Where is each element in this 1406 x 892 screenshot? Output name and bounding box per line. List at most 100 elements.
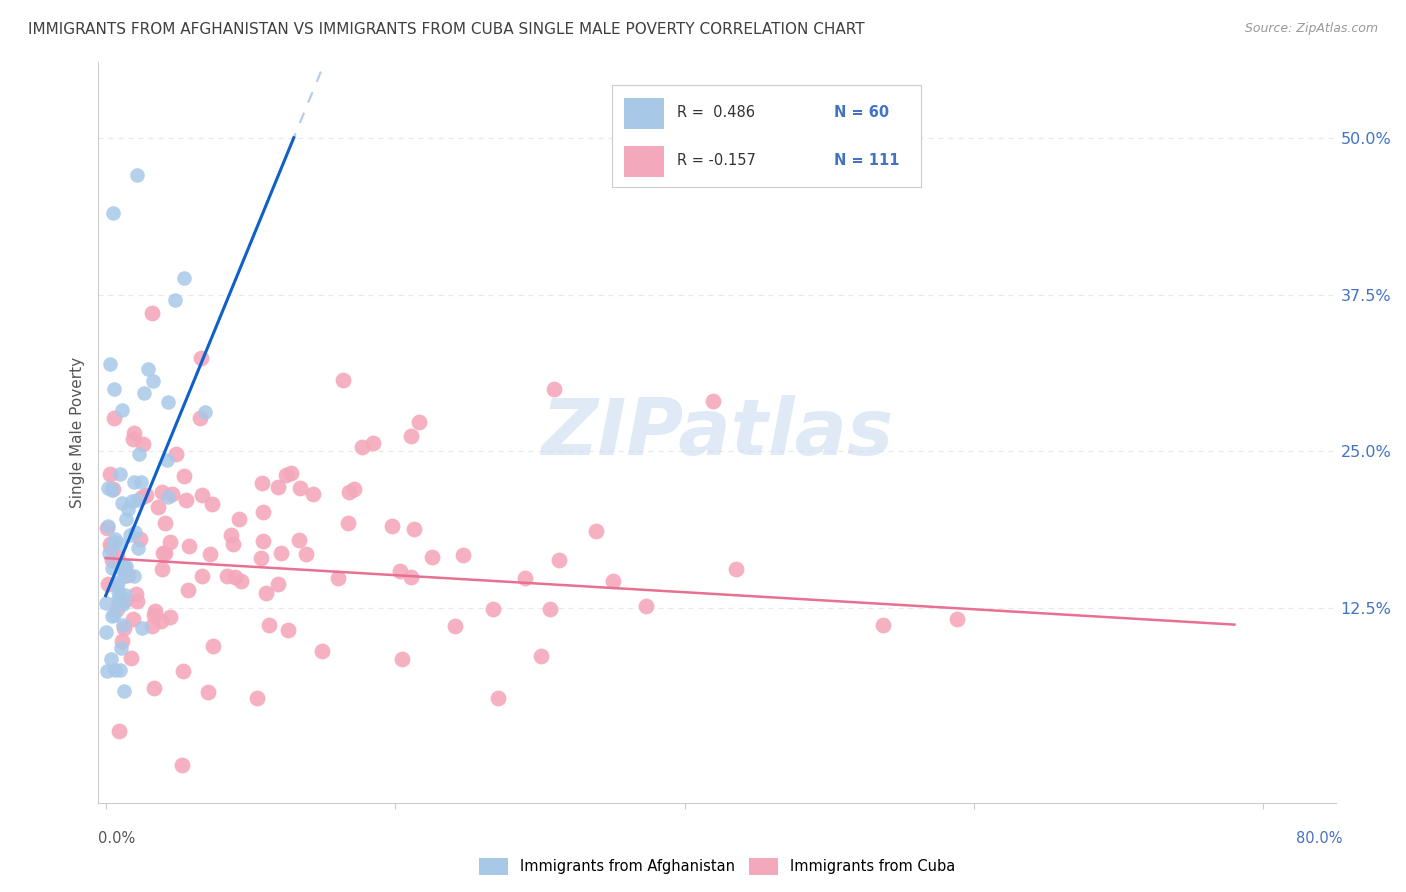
Point: [252, 505, 274, 519]
Point: [107, 596, 129, 610]
Point: [105, 549, 128, 564]
Point: [408, 415, 430, 429]
Point: [274, 468, 297, 483]
Point: [245, 690, 267, 705]
Point: [98, 467, 121, 481]
Point: [111, 597, 134, 611]
Point: [197, 684, 219, 698]
Point: [125, 594, 148, 608]
Point: [142, 374, 165, 388]
Point: [128, 447, 150, 461]
Point: [127, 541, 149, 556]
Point: [117, 568, 139, 582]
Point: [326, 571, 349, 585]
Point: [103, 382, 125, 396]
Point: [945, 612, 967, 626]
Point: [228, 512, 250, 526]
Point: [201, 497, 224, 511]
Bar: [624, 146, 664, 177]
Point: [108, 589, 131, 603]
Point: [110, 560, 132, 574]
Point: [98, 537, 121, 551]
Point: [121, 494, 143, 508]
Point: [101, 482, 124, 496]
Point: [142, 681, 165, 695]
Point: [481, 602, 503, 616]
Point: [402, 522, 425, 536]
Point: [165, 293, 187, 307]
Point: [288, 533, 311, 547]
Point: [270, 546, 292, 560]
Point: [103, 663, 125, 677]
Point: [122, 426, 145, 441]
Text: Source: ZipAtlas.com: Source: ZipAtlas.com: [1244, 22, 1378, 36]
Point: [254, 586, 277, 600]
Point: [267, 576, 290, 591]
Point: [159, 534, 181, 549]
Point: [153, 516, 176, 530]
Point: [190, 488, 212, 502]
Point: [101, 553, 124, 567]
Point: [150, 562, 173, 576]
Point: [101, 483, 124, 497]
Point: [188, 410, 211, 425]
Point: [101, 206, 124, 220]
Point: [179, 540, 201, 554]
Point: [401, 429, 423, 443]
Point: [127, 169, 149, 183]
Text: IMMIGRANTS FROM AFGHANISTAN VS IMMIGRANTS FROM CUBA SINGLE MALE POVERTY CORRELAT: IMMIGRANTS FROM AFGHANISTAN VS IMMIGRANT…: [28, 22, 865, 37]
Point: [114, 588, 136, 602]
Point: [129, 475, 152, 489]
Point: [389, 564, 412, 578]
Point: [288, 481, 311, 495]
Point: [141, 618, 163, 632]
Point: [114, 562, 136, 576]
Point: [530, 648, 553, 663]
Point: [118, 527, 141, 541]
Point: [100, 651, 122, 665]
Text: 80.0%: 80.0%: [1296, 831, 1343, 846]
Bar: [624, 98, 664, 128]
Point: [96, 664, 118, 678]
Point: [107, 584, 129, 599]
Point: [105, 578, 128, 592]
Text: R = -0.157: R = -0.157: [676, 153, 755, 169]
Point: [153, 546, 176, 560]
Point: [538, 602, 561, 616]
Point: [111, 634, 134, 648]
Point: [361, 435, 384, 450]
Point: [222, 537, 245, 551]
Point: [602, 574, 624, 588]
Point: [543, 382, 565, 396]
Text: 0.0%: 0.0%: [98, 831, 135, 846]
Point: [444, 619, 467, 633]
Point: [112, 559, 135, 574]
Point: [103, 608, 125, 623]
Text: R =  0.486: R = 0.486: [676, 105, 755, 120]
Point: [399, 570, 422, 584]
Point: [122, 432, 145, 446]
Point: [453, 548, 475, 562]
Point: [174, 493, 197, 508]
Text: N = 60: N = 60: [834, 105, 890, 120]
Point: [107, 592, 129, 607]
Point: [125, 492, 148, 507]
Point: [96, 625, 118, 640]
Point: [337, 484, 360, 499]
Point: [96, 521, 118, 535]
Point: [224, 570, 246, 584]
Point: [96, 576, 118, 591]
Point: [152, 546, 174, 560]
Point: [515, 571, 537, 585]
Point: [108, 663, 131, 677]
Point: [131, 621, 153, 635]
Point: [104, 532, 127, 546]
Point: [114, 568, 136, 582]
Point: [117, 502, 139, 516]
Point: [173, 271, 195, 285]
Point: [198, 547, 221, 561]
Point: [103, 411, 125, 425]
Point: [124, 475, 146, 489]
Point: [280, 466, 302, 480]
Point: [585, 524, 607, 538]
